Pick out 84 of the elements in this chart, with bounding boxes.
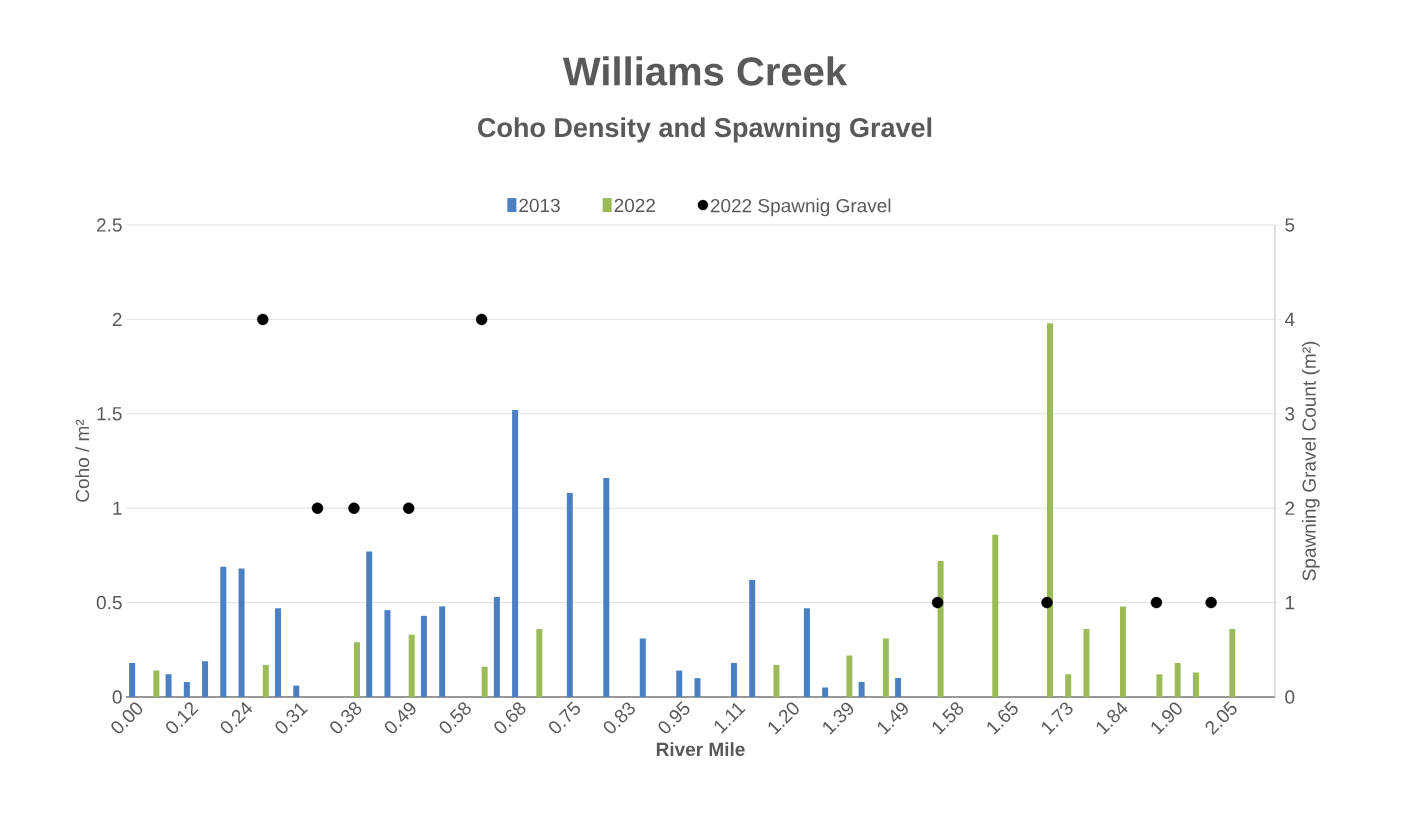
bar	[353, 642, 360, 697]
legend-label: 2013	[519, 198, 560, 213]
bar	[846, 655, 853, 697]
y2-tick-label: 5	[1285, 218, 1295, 232]
y-tick-label: 0.5	[96, 595, 122, 610]
y2-tick-label: 1	[1285, 596, 1295, 610]
point	[402, 502, 415, 514]
y2-axis-title: Spawning Gravel Count (m²)	[1301, 341, 1320, 581]
bar	[202, 661, 209, 697]
x-tick-label: 0.38	[330, 702, 362, 734]
bar	[262, 664, 269, 697]
bar	[822, 687, 829, 697]
x-tick-label: 0.12	[166, 702, 199, 734]
bar	[895, 678, 902, 697]
x-tick-label: 1.11	[714, 703, 746, 734]
bar	[153, 670, 160, 697]
bar	[1156, 674, 1163, 697]
point	[931, 596, 944, 609]
y2-tick-label: 4	[1284, 312, 1295, 326]
y-axis-title: Coho / m²	[75, 419, 90, 502]
chart-title: Williams Creek	[562, 56, 848, 86]
bar	[882, 638, 889, 697]
y-tick-label: 2.5	[97, 218, 122, 232]
bar	[566, 493, 573, 697]
bar	[1192, 672, 1199, 697]
y-tick-label: 1	[113, 501, 122, 515]
x-tick-label: 1.58	[932, 702, 964, 735]
bar	[1065, 674, 1072, 697]
x-axis-title: River Mile	[656, 742, 745, 757]
bar	[1046, 323, 1053, 697]
x-tick-label: 0.00	[111, 702, 143, 734]
bar	[1229, 629, 1236, 697]
bar	[639, 638, 646, 697]
bar	[293, 685, 300, 697]
bar	[220, 566, 227, 697]
bar	[366, 551, 373, 697]
bar	[481, 666, 488, 697]
bar	[937, 561, 944, 697]
x-tick-label: 0.24	[220, 701, 253, 734]
bar	[238, 568, 245, 697]
bar	[730, 663, 737, 697]
bar	[749, 579, 756, 697]
point	[475, 313, 488, 326]
bar	[694, 678, 701, 697]
y-tick-label: 2	[112, 312, 122, 327]
y-tick-label: 1.5	[97, 407, 122, 421]
bar	[275, 608, 282, 697]
bar	[992, 534, 999, 697]
bar	[493, 596, 500, 697]
bar	[165, 674, 172, 697]
x-tick-label: 0.31	[275, 703, 308, 734]
bar	[384, 610, 391, 697]
point	[1150, 596, 1163, 609]
bar	[603, 477, 610, 697]
point	[311, 502, 324, 514]
legend-label: 2022 Spawnig Gravel	[710, 198, 891, 217]
bar	[512, 410, 519, 697]
bar	[129, 663, 136, 697]
chart-subtitle: Coho Density and Spawning Gravel	[478, 117, 932, 143]
bar	[773, 664, 780, 697]
point	[257, 313, 269, 326]
bar	[420, 615, 427, 697]
bar	[536, 629, 543, 697]
y-tick-label: 0	[112, 690, 122, 704]
point	[1041, 596, 1053, 609]
bar	[1174, 663, 1181, 697]
y2-tick-label: 3	[1285, 407, 1295, 421]
bar	[439, 606, 446, 697]
x-tick-label: 0.58	[439, 702, 471, 734]
bar	[1119, 606, 1126, 697]
x-tick-label: 0.49	[384, 702, 416, 734]
bar	[1083, 629, 1090, 697]
bar	[183, 681, 190, 697]
point	[1205, 596, 1217, 609]
y2-tick-label: 0	[1285, 690, 1295, 704]
bar	[676, 670, 683, 697]
bar	[803, 608, 810, 697]
bar	[408, 634, 415, 697]
bar	[858, 681, 865, 697]
y2-tick-label: 2	[1285, 501, 1295, 515]
legend-label: 2022	[614, 198, 655, 213]
point	[348, 502, 360, 514]
x-tick-label: 0.68	[494, 702, 526, 734]
x-tick-label: 0.83	[603, 702, 635, 734]
